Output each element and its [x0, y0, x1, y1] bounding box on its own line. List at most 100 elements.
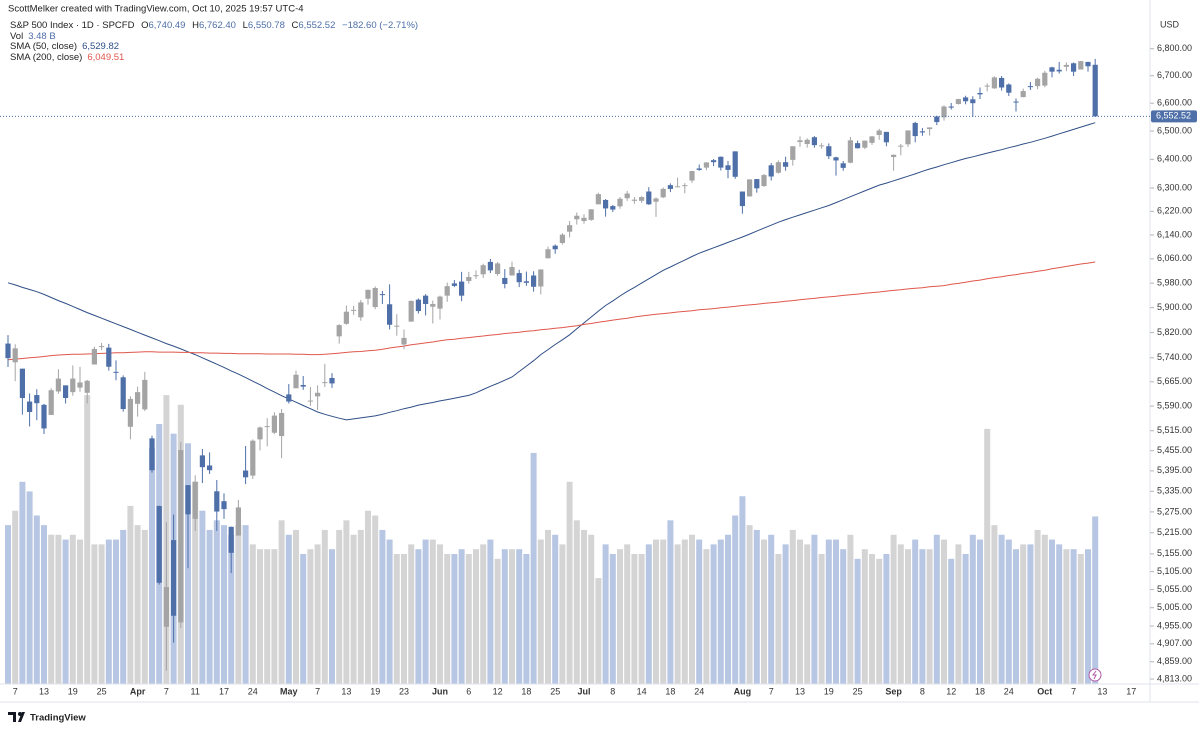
- candle-body: [581, 217, 587, 222]
- candle-body: [970, 99, 976, 104]
- currency: USD: [1160, 19, 1180, 29]
- candle-body: [984, 85, 990, 87]
- volume-bar: [199, 510, 206, 684]
- candle-body: [819, 145, 825, 147]
- volume-bar: [1041, 534, 1048, 684]
- volume-bar: [192, 481, 199, 684]
- candle-body: [207, 465, 213, 471]
- x-tick-label: 8: [610, 686, 615, 696]
- candle-body: [473, 275, 479, 277]
- volume-bar: [41, 525, 47, 684]
- footer-brand: TradingView: [30, 713, 86, 724]
- volume-bar: [494, 558, 501, 684]
- candle-body: [862, 140, 868, 148]
- volume-bar: [329, 549, 335, 684]
- volume-bar: [26, 491, 33, 684]
- volume-bar: [689, 534, 695, 684]
- volume-bar: [926, 549, 933, 684]
- volume-bar: [984, 428, 991, 684]
- candle-body: [271, 415, 277, 433]
- candle-body: [588, 209, 594, 220]
- volume-bar: [91, 544, 98, 684]
- volume-bar: [221, 525, 227, 684]
- volume-bar: [530, 452, 537, 684]
- candle-body: [552, 245, 558, 250]
- candle-body: [1056, 69, 1062, 72]
- volume-bar: [703, 549, 710, 684]
- candle-body: [487, 261, 493, 271]
- y-tick-label: 4,955.00: [1157, 620, 1192, 630]
- legend-key: L: [243, 20, 248, 31]
- legend-key: O: [141, 20, 148, 31]
- candle-body: [480, 265, 486, 275]
- volume-bar: [559, 544, 566, 684]
- volume-bar: [696, 539, 703, 684]
- x-tick-label: 7: [13, 686, 18, 696]
- volume-bar: [278, 520, 285, 684]
- candle-body: [775, 162, 781, 173]
- candle-body: [279, 412, 285, 437]
- x-tick-label: Apr: [130, 686, 146, 696]
- candle-body: [934, 116, 940, 123]
- volume-bar: [732, 515, 739, 684]
- volume-bar: [566, 481, 573, 684]
- y-tick-label: 5,455.00: [1157, 445, 1192, 455]
- volume-bar: [1049, 539, 1055, 684]
- legend-value: 6,550.78: [248, 20, 285, 31]
- volume-bar: [545, 529, 551, 684]
- volume-bar: [739, 496, 746, 684]
- volume-bar: [509, 549, 515, 684]
- volume-bar: [645, 544, 652, 684]
- volume-bar: [552, 534, 559, 684]
- volume-bar: [451, 554, 458, 684]
- volume-bar: [617, 549, 623, 684]
- volume-bar: [588, 534, 595, 684]
- candle-body: [156, 506, 162, 583]
- candle-body: [149, 438, 155, 471]
- candle-body: [235, 507, 241, 536]
- volume-bar: [242, 525, 249, 684]
- last-price-tag: [1151, 110, 1197, 123]
- candle-body: [1020, 91, 1026, 98]
- volume-bar: [336, 529, 343, 684]
- volume-bar: [437, 544, 443, 684]
- volume-bar: [300, 554, 307, 684]
- volume-bar: [933, 534, 940, 684]
- volume-bar: [271, 549, 278, 684]
- candle-body: [646, 191, 652, 205]
- candle-body: [55, 378, 61, 392]
- volume-bar: [962, 554, 969, 684]
- y-tick-label: 5,900.00: [1157, 302, 1192, 312]
- volume-bar: [840, 549, 847, 684]
- legend-value: 6,552.52: [298, 20, 335, 31]
- volume-bar: [1092, 516, 1099, 684]
- candle-body: [603, 199, 609, 209]
- candle-body: [106, 347, 112, 367]
- legend-value: 6,740.49: [148, 20, 185, 31]
- legend-change: −182.60 (−2.71%): [342, 20, 418, 31]
- candle-body: [127, 398, 133, 427]
- volume-bar: [573, 520, 580, 684]
- x-tick-label: 11: [191, 686, 200, 696]
- y-tick-label: 5,055.00: [1157, 584, 1192, 594]
- candle-body: [919, 131, 925, 133]
- candle-body: [797, 140, 803, 143]
- candle-body: [855, 143, 861, 149]
- candle-body: [761, 175, 767, 187]
- volume-bar: [710, 544, 717, 684]
- volume-bar: [422, 539, 429, 684]
- volume-bar: [19, 481, 26, 684]
- candle-body: [639, 197, 645, 201]
- volume-bar: [890, 534, 897, 684]
- x-tick-label: 7: [315, 686, 320, 696]
- candle-body: [538, 269, 544, 287]
- candle-body: [300, 385, 306, 387]
- volume-bar: [667, 520, 674, 684]
- volume-bar: [717, 539, 724, 684]
- volume-bar: [789, 529, 796, 684]
- candle-body: [1063, 64, 1069, 67]
- candle-body: [185, 485, 191, 515]
- candle-body: [703, 162, 709, 168]
- x-tick-label: Sep: [885, 686, 902, 696]
